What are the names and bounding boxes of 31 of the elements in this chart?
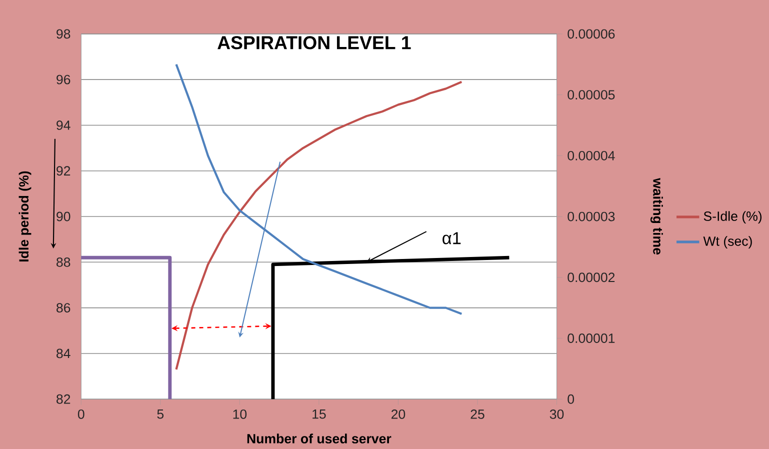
y-tick-label: 94 xyxy=(56,120,70,130)
x-axis-title: Number of used server xyxy=(247,434,392,444)
y2-axis-title: waiting time xyxy=(650,178,663,255)
x-tick-label: 15 xyxy=(312,409,326,419)
x-tick-label: 0 xyxy=(78,409,84,419)
y-tick-label: 86 xyxy=(56,303,70,313)
y2-tick-label: 0.00002 xyxy=(568,272,615,282)
x-tick-label: 20 xyxy=(391,409,406,419)
y2-tick-label: 0.00006 xyxy=(568,29,615,39)
legend-label: Wt (sec) xyxy=(703,236,752,248)
x-tick-label: 30 xyxy=(550,409,564,419)
legend-label: S-Idle (%) xyxy=(704,211,762,224)
annotation: α1 xyxy=(442,232,461,244)
y-tick-label: 88 xyxy=(56,257,70,267)
y2-tick-label: 0.00004 xyxy=(568,150,615,160)
y-tick-label: 84 xyxy=(56,348,70,358)
y-tick-label: 82 xyxy=(56,394,70,404)
x-tick-label: 25 xyxy=(470,409,484,419)
y-tick-label: 90 xyxy=(56,212,70,222)
y-axis-title: Idle period (%) xyxy=(18,171,32,262)
line-series xyxy=(175,80,463,371)
y2-tick-label: 0 xyxy=(568,394,574,404)
y2-tick-label: 0.00005 xyxy=(568,90,615,100)
x-tick-label: 10 xyxy=(233,409,247,419)
y2-tick-label: 0.00003 xyxy=(568,212,615,222)
y-tick-label: 96 xyxy=(56,74,70,84)
chart-title: ASPIRATION LEVEL 1 xyxy=(218,36,411,50)
y-tick-label: 92 xyxy=(56,166,70,176)
x-tick-label: 5 xyxy=(157,409,164,419)
y2-tick-label: 0.00001 xyxy=(568,334,615,343)
y-tick-label: 98 xyxy=(56,29,70,39)
